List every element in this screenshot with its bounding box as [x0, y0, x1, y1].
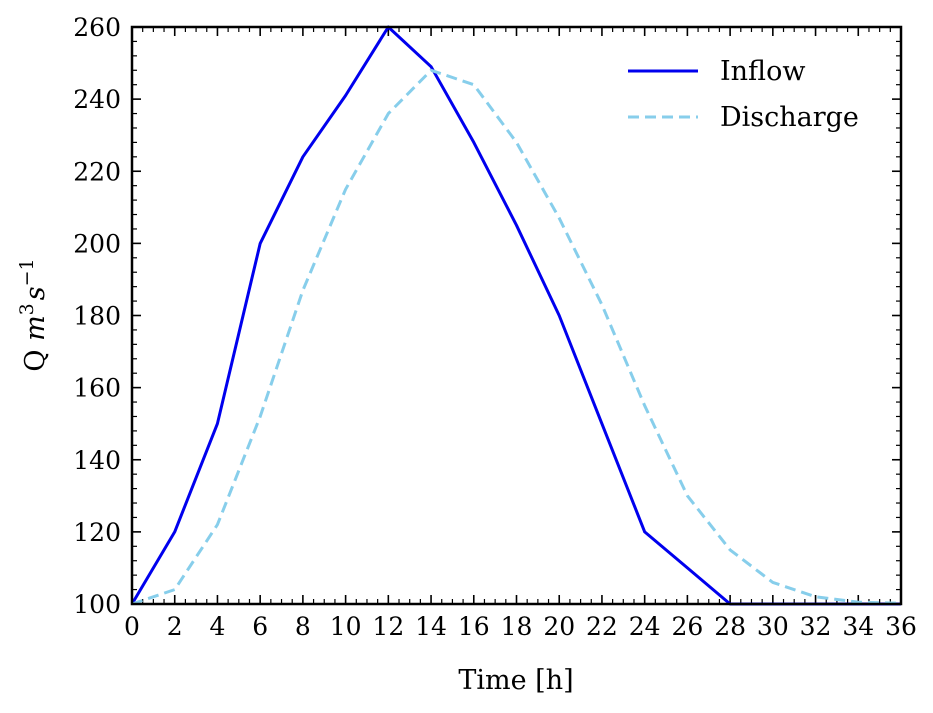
y-tick-label: 120 [73, 518, 121, 547]
x-tick-label: 30 [757, 612, 789, 641]
legend-label-discharge: Discharge [720, 102, 859, 133]
y-axis-label-m-exp: 3 [16, 303, 38, 315]
y-tick-label: 200 [73, 229, 121, 258]
x-tick-label: 2 [167, 612, 183, 641]
x-tick-label: 18 [501, 612, 533, 641]
y-axis-label: Q m3 s−1 [16, 258, 51, 371]
major-ticks [131, 26, 902, 605]
x-tick-label: 20 [543, 612, 575, 641]
y-axis-label-s-exp: −1 [16, 258, 38, 286]
x-axis-label: Time [h] [458, 665, 573, 696]
x-tick-label: 26 [671, 612, 703, 641]
tick-labels: 0 2 4 6 8 10 12 14 16 18 20 22 24 26 28 30 32 34 361001201… [73, 13, 917, 641]
y-axis-label-s: s [20, 286, 51, 300]
y-tick-label: 140 [73, 446, 121, 475]
y-tick-label: 220 [73, 157, 121, 186]
y-tick-label: 260 [73, 13, 121, 42]
x-tick-label: 14 [415, 612, 447, 641]
x-tick-label: 22 [586, 612, 618, 641]
x-tick-label: 24 [629, 612, 661, 641]
legend-label-inflow: Inflow [720, 56, 805, 87]
legend: Inflow Discharge [628, 56, 859, 133]
y-tick-label: 160 [73, 374, 121, 403]
x-tick-label: 28 [714, 612, 746, 641]
x-tick-label: 4 [209, 612, 225, 641]
x-tick-label: 8 [295, 612, 311, 641]
plot-frame [130, 25, 903, 606]
x-tick-label: 10 [330, 612, 362, 641]
y-tick-label: 240 [73, 85, 121, 114]
x-tick-label: 0 [124, 612, 140, 641]
x-tick-label: 6 [252, 612, 268, 641]
x-tick-label: 32 [800, 612, 832, 641]
x-tick-label: 36 [885, 612, 917, 641]
x-tick-label: 12 [372, 612, 404, 641]
y-axis-label-prefix: Q [20, 341, 51, 372]
series-line-discharge [131, 68, 902, 606]
x-tick-label: 16 [458, 612, 490, 641]
y-tick-label: 180 [73, 302, 121, 331]
x-tick-label: 34 [842, 612, 874, 641]
y-axis-label-m: m [20, 315, 51, 341]
y-tick-label: 100 [73, 590, 121, 619]
